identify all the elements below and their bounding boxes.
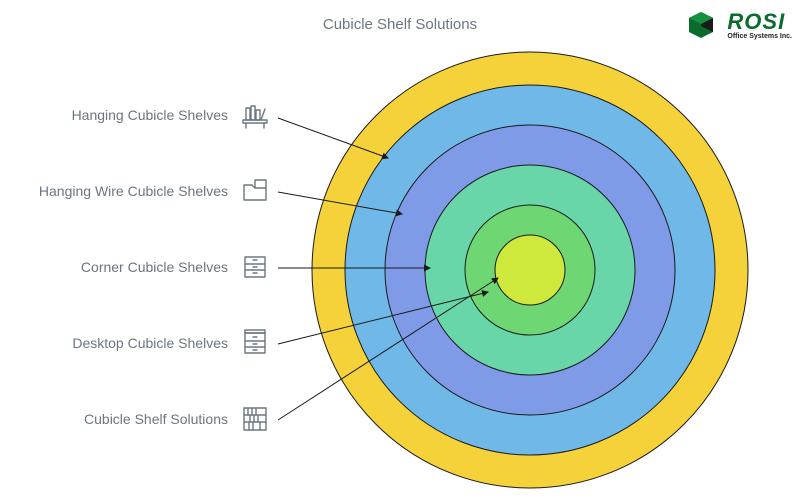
label-text: Desktop Cubicle Shelves [72, 335, 228, 351]
label-text: Hanging Cubicle Shelves [72, 107, 228, 123]
label-row: Corner Cubicle Shelves [50, 250, 272, 284]
ring-5 [495, 235, 565, 305]
label-row: Hanging Wire Cubicle Shelves [12, 174, 272, 208]
cabinet-b-icon [238, 326, 272, 360]
label-text: Corner Cubicle Shelves [81, 259, 228, 275]
bookcase-icon [238, 402, 272, 436]
label-text: Cubicle Shelf Solutions [84, 411, 228, 427]
label-row: Cubicle Shelf Solutions [60, 402, 272, 436]
cabinet-a-icon [238, 250, 272, 284]
folder-icon [238, 174, 272, 208]
label-row: Hanging Cubicle Shelves [12, 98, 272, 132]
label-row: Desktop Cubicle Shelves [52, 326, 272, 360]
label-text: Hanging Wire Cubicle Shelves [39, 183, 228, 199]
shelf-books-icon [238, 98, 272, 132]
